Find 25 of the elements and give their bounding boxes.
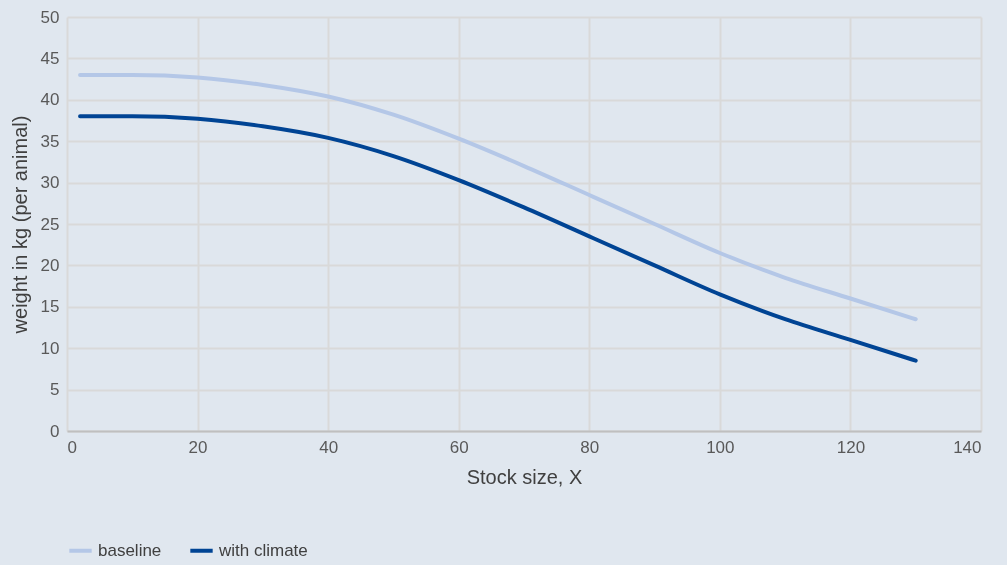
x-tick-label: 100 bbox=[706, 437, 735, 457]
legend-label: baseline bbox=[98, 540, 162, 560]
x-tick-label: 140 bbox=[953, 437, 982, 457]
y-tick-label: 20 bbox=[40, 255, 60, 275]
x-tick-label: 80 bbox=[580, 437, 600, 457]
y-tick-label: 5 bbox=[50, 380, 60, 400]
y-tick-label: 45 bbox=[40, 48, 60, 68]
y-tick-label: 0 bbox=[50, 421, 60, 441]
line-series bbox=[78, 114, 918, 363]
y-tick-label: 30 bbox=[40, 173, 60, 193]
x-tick-label: 40 bbox=[319, 437, 339, 457]
y-tick-label: 10 bbox=[40, 338, 60, 358]
y-tick-label: 40 bbox=[40, 90, 60, 110]
x-axis-title: Stock size, X bbox=[466, 465, 583, 488]
y-tick-label: 15 bbox=[40, 297, 60, 317]
y-tick-label: 50 bbox=[40, 7, 60, 27]
y-axis-title: weight in kg (per animal) bbox=[8, 115, 31, 335]
line-series bbox=[78, 72, 918, 322]
y-tick-label: 35 bbox=[40, 131, 60, 151]
y-tick-label: 25 bbox=[40, 214, 60, 234]
x-tick-label: 20 bbox=[188, 437, 208, 457]
x-tick-label: 0 bbox=[67, 437, 77, 457]
x-tick-label: 120 bbox=[836, 437, 866, 457]
legend-label: with climate bbox=[218, 540, 308, 560]
x-tick-label: 60 bbox=[449, 437, 469, 457]
